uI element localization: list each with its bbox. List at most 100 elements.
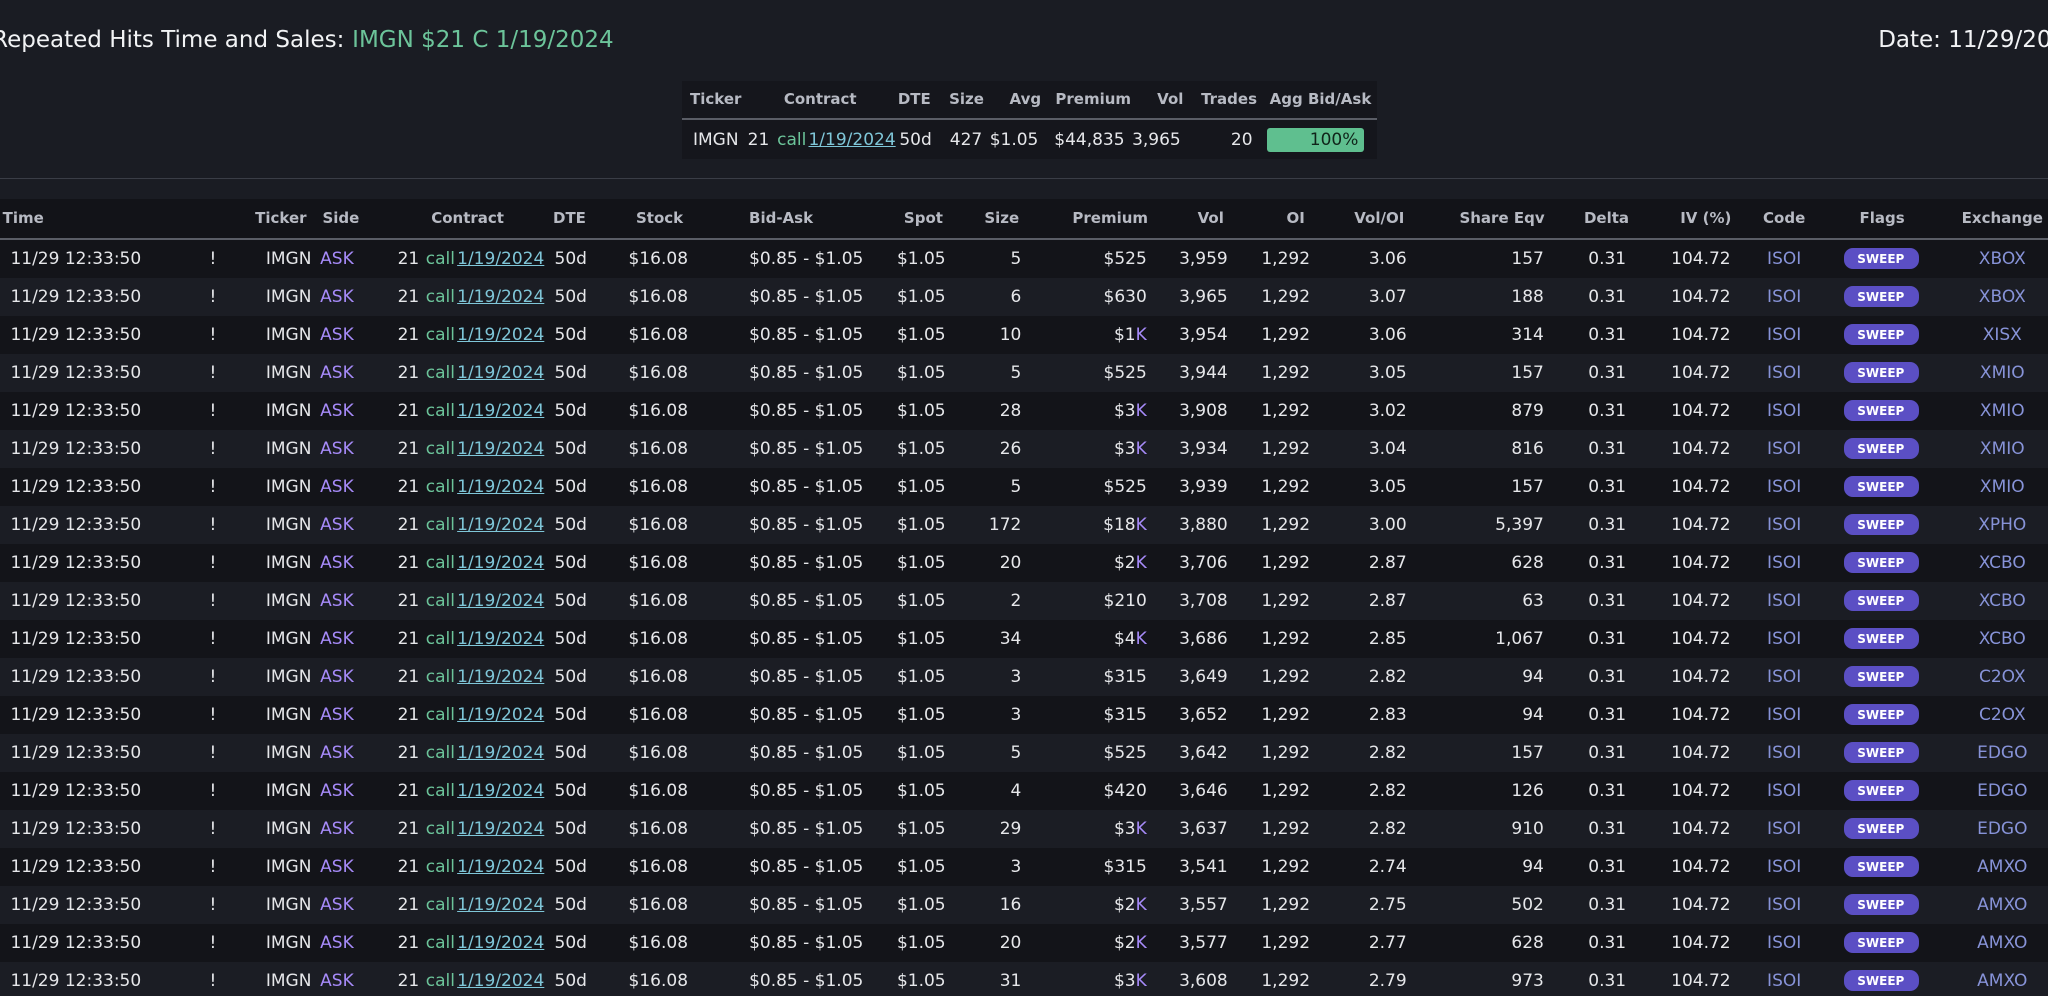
dte: 50d xyxy=(554,590,587,611)
flag-pill xyxy=(1844,324,1919,346)
vol: 3,965 xyxy=(1179,286,1228,307)
expiry: 1/19/2024 xyxy=(457,780,545,801)
alert: ! xyxy=(209,932,217,953)
expiry: 1/19/2024 xyxy=(457,286,545,307)
expiry: 1/19/2024 xyxy=(457,742,545,763)
row-bg xyxy=(0,847,2048,886)
flag-pill xyxy=(1844,400,1919,422)
size: 29 xyxy=(999,818,1022,839)
side: ASK xyxy=(320,628,354,649)
vol: 3,880 xyxy=(1179,514,1228,535)
flag: SWEEP xyxy=(1857,783,1905,798)
expiry: 1/19/2024 xyxy=(457,438,545,459)
premium: $2K xyxy=(1113,932,1147,953)
flag: SWEEP xyxy=(1857,251,1905,266)
expiry: 1/19/2024 xyxy=(457,894,545,915)
alert: ! xyxy=(209,324,217,345)
code: ISOI xyxy=(1767,628,1802,649)
share-eqv: 126 xyxy=(1511,780,1544,801)
share-eqv: 94 xyxy=(1522,666,1544,687)
stock: $16.08 xyxy=(628,780,689,801)
stock: $16.08 xyxy=(628,286,689,307)
size: 26 xyxy=(999,438,1022,459)
vol-oi: 3.05 xyxy=(1368,476,1407,497)
side: ASK xyxy=(320,818,354,839)
strike: 21 xyxy=(397,552,420,573)
flag-pill xyxy=(1844,894,1919,916)
oi: 1,292 xyxy=(1261,780,1311,801)
iv: 104.72 xyxy=(1671,514,1731,535)
share-eqv: 973 xyxy=(1511,970,1544,991)
expiry: 1/19/2024 xyxy=(457,932,545,953)
alert: ! xyxy=(209,856,217,877)
column-header: Bid-Ask xyxy=(749,209,814,228)
oi: 1,292 xyxy=(1261,590,1311,611)
flag-pill xyxy=(1844,704,1919,726)
vol: 3,608 xyxy=(1179,970,1228,991)
premium: $210 xyxy=(1103,590,1147,611)
iv: 104.72 xyxy=(1671,286,1731,307)
size: 3 xyxy=(1010,704,1022,725)
table-header-line xyxy=(0,237,2048,240)
strike: 21 xyxy=(397,438,420,459)
code: ISOI xyxy=(1767,704,1802,725)
oi: 1,292 xyxy=(1261,856,1311,877)
ticker: IMGN xyxy=(265,704,312,725)
premium: $315 xyxy=(1103,666,1147,687)
vol-oi: 2.82 xyxy=(1368,818,1407,839)
summary-divider xyxy=(681,117,1377,120)
side: ASK xyxy=(320,286,354,307)
vol: 3,706 xyxy=(1179,552,1228,573)
delta: 0.31 xyxy=(1588,818,1627,839)
column-header: Side xyxy=(322,209,360,228)
summary-header: Vol xyxy=(1157,90,1184,109)
vol: 3,541 xyxy=(1179,856,1228,877)
column-header: Share Eqv xyxy=(1459,209,1545,228)
bid-ask: $0.85 - $1.05 xyxy=(749,818,864,839)
oi: 1,292 xyxy=(1261,932,1311,953)
vol-oi: 2.87 xyxy=(1368,552,1407,573)
ticker: IMGN xyxy=(265,514,312,535)
spot: $1.05 xyxy=(896,400,946,421)
bid-ask: $0.85 - $1.05 xyxy=(749,590,864,611)
flag: SWEEP xyxy=(1857,555,1905,570)
summary-header: Avg xyxy=(1009,90,1042,109)
time: 11/29 12:33:50 xyxy=(10,400,142,421)
share-eqv: 157 xyxy=(1511,248,1544,269)
share-eqv: 879 xyxy=(1511,400,1544,421)
time: 11/29 12:33:50 xyxy=(10,476,142,497)
share-eqv: 157 xyxy=(1511,742,1544,763)
vol: 3,649 xyxy=(1179,666,1228,687)
dte: 50d xyxy=(554,438,587,459)
exchange: XMIO xyxy=(1979,438,2025,459)
flag: SWEEP xyxy=(1857,821,1905,836)
exchange: EDGO xyxy=(1977,742,2028,763)
time: 11/29 12:33:50 xyxy=(10,552,142,573)
stock: $16.08 xyxy=(628,552,689,573)
summary-premium: $44,835 xyxy=(1054,129,1125,150)
ticker: IMGN xyxy=(265,286,312,307)
row-bg xyxy=(0,619,2048,658)
row-bg xyxy=(0,353,2048,392)
premium: $3K xyxy=(1113,400,1147,421)
flag-pill xyxy=(1844,286,1919,308)
column-header: Stock xyxy=(636,209,684,228)
oi: 1,292 xyxy=(1261,438,1311,459)
dte: 50d xyxy=(554,514,587,535)
time: 11/29 12:33:50 xyxy=(10,248,142,269)
column-header: Premium xyxy=(1072,209,1149,228)
stock: $16.08 xyxy=(628,932,689,953)
oi: 1,292 xyxy=(1261,362,1311,383)
expiry: 1/19/2024 xyxy=(457,704,545,725)
oi: 1,292 xyxy=(1261,248,1311,269)
share-eqv: 188 xyxy=(1511,286,1544,307)
strike: 21 xyxy=(397,476,420,497)
iv: 104.72 xyxy=(1671,970,1731,991)
column-header: Code xyxy=(1763,209,1806,228)
vol-oi: 2.82 xyxy=(1368,780,1407,801)
code: ISOI xyxy=(1767,970,1802,991)
time: 11/29 12:33:50 xyxy=(10,818,142,839)
vol-oi: 3.07 xyxy=(1368,286,1407,307)
spot: $1.05 xyxy=(896,514,946,535)
strike: 21 xyxy=(397,286,420,307)
